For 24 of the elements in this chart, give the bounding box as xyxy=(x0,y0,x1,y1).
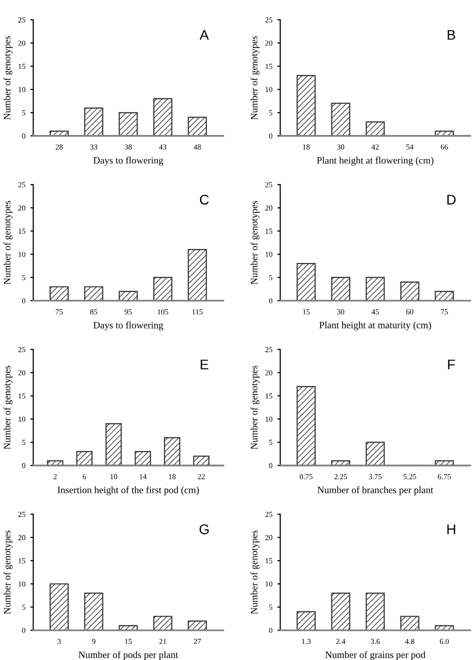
y-axis-title: Number of genotypes xyxy=(250,36,260,120)
y-axis-title: Number of genotypes xyxy=(250,366,260,450)
x-axis-title: Insertion height of the first pod (cm) xyxy=(58,486,199,496)
annotation: B xyxy=(448,30,456,40)
x-axis-title: Days to flowering xyxy=(93,321,164,330)
y-axis-title: Number of genotypes xyxy=(250,530,260,614)
y-axis-title: Number of genotypes xyxy=(3,36,12,120)
x-axis-title: Plant height at flowering (cm) xyxy=(316,156,434,166)
annotation: H xyxy=(447,524,456,534)
x-axis-title: Days to flowering xyxy=(93,156,164,166)
x-axis-title: Number of branches per plant xyxy=(317,486,434,496)
x-axis-title: Number of grains per pod xyxy=(325,651,426,660)
y-axis-title: Number of genotypes xyxy=(3,366,12,450)
y-axis-title: Number of genotypes xyxy=(250,200,260,284)
x-axis-title: Number of pods per plant xyxy=(78,651,178,660)
annotation: F xyxy=(448,360,455,370)
annotation: C xyxy=(200,194,209,205)
annotation: E xyxy=(200,360,208,370)
y-axis-title: Number of genotypes xyxy=(3,530,12,614)
y-axis-title: Number of genotypes xyxy=(3,200,12,284)
x-axis-title: Plant height at maturity (cm) xyxy=(319,321,431,330)
annotation: D xyxy=(447,194,456,204)
annotation: G xyxy=(200,524,209,534)
annotation: A xyxy=(200,30,209,40)
